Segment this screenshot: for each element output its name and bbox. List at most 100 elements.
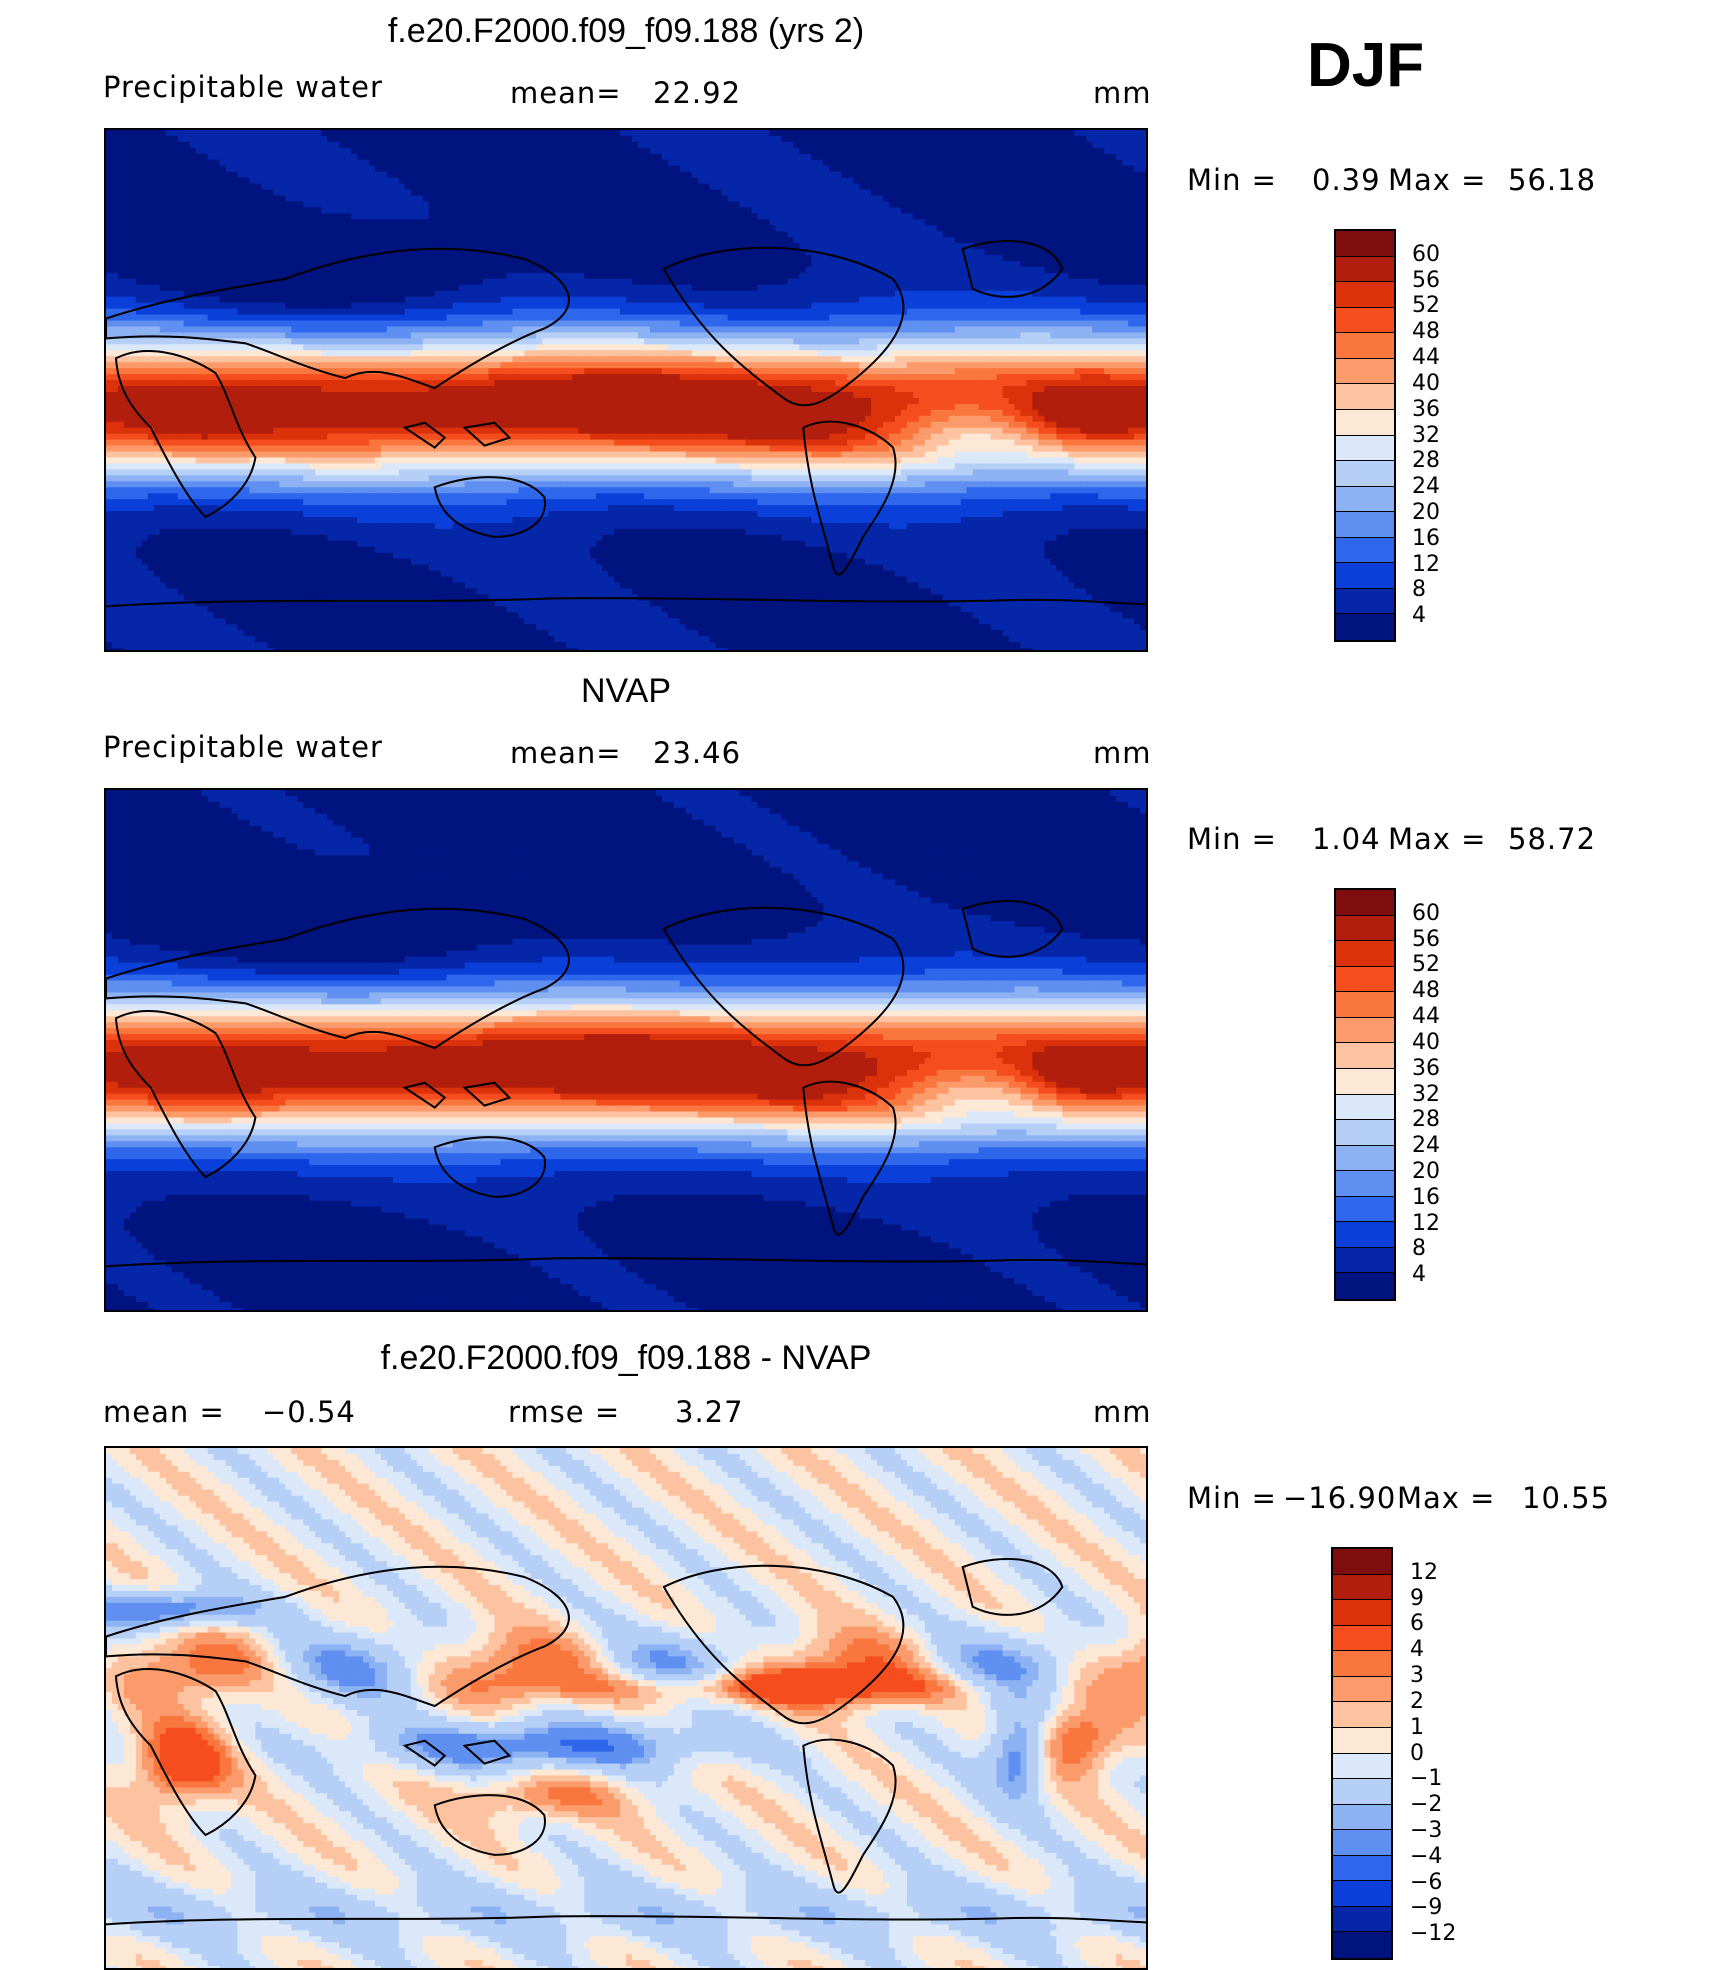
colorbar-segment [1336, 461, 1394, 487]
colorbar-tick-label: 16 [1412, 526, 1440, 551]
panel-1-units: mm [1093, 76, 1152, 110]
colorbar-segment [1333, 1856, 1391, 1882]
colorbar-tick-label: 56 [1412, 268, 1440, 293]
panel-3-max-value: 10.55 [1522, 1481, 1610, 1515]
colorbar-tick-label: 36 [1412, 397, 1440, 422]
colorbar-segment [1336, 436, 1394, 462]
panel-1-title: f.e20.F2000.f09_f09.188 (yrs 2) [104, 12, 1148, 51]
colorbar-segment [1336, 1146, 1394, 1172]
colorbar-segment [1336, 1248, 1394, 1274]
colorbar-segment [1336, 1018, 1394, 1044]
panel-3-max-label: Max = [1397, 1481, 1495, 1515]
colorbar-segment [1333, 1932, 1391, 1958]
colorbar-segment [1336, 941, 1394, 967]
colorbar-tick-label: −2 [1410, 1792, 1442, 1817]
colorbar-segment [1336, 308, 1394, 334]
colorbar-segment [1336, 992, 1394, 1018]
colorbar-segment [1333, 1907, 1391, 1933]
colorbar-tick-label: 40 [1412, 1030, 1440, 1055]
colorbar-tick-label: 9 [1410, 1586, 1424, 1611]
colorbar-segment [1336, 282, 1394, 308]
colorbar-segment [1336, 257, 1394, 283]
colorbar-segment [1333, 1549, 1391, 1575]
colorbar-tick-label: −12 [1410, 1921, 1456, 1946]
panel-3-mean-label: mean = [103, 1395, 225, 1429]
colorbar-segment [1333, 1779, 1391, 1805]
colorbar-tick-label: 24 [1412, 1133, 1440, 1158]
colorbar-tick-label: 32 [1412, 423, 1440, 448]
panel-1-variable-label: Precipitable water [103, 70, 383, 104]
panel-2-min-value: 1.04 [1312, 822, 1381, 856]
colorbar-tick-label: 1 [1410, 1715, 1424, 1740]
colorbar-tick-label: −4 [1410, 1844, 1442, 1869]
panel-3-title: f.e20.F2000.f09_f09.188 - NVAP [104, 1339, 1148, 1378]
colorbar-tick-label: −9 [1410, 1895, 1442, 1920]
colorbar-tick-label: 8 [1412, 577, 1426, 602]
colorbar-tick-label: 6 [1410, 1611, 1424, 1636]
colorbar-tick-label: 12 [1412, 552, 1440, 577]
colorbar-tick-label: 48 [1412, 978, 1440, 1003]
panel-3-min-value: −16.90 [1283, 1481, 1396, 1515]
panel-3-map [104, 1446, 1148, 1970]
panel-2-mean-label: mean= [510, 736, 622, 770]
panel-1-max-label: Max = [1388, 163, 1486, 197]
colorbar-segment [1333, 1600, 1391, 1626]
colorbar-segment [1333, 1575, 1391, 1601]
colorbar-segment [1336, 1222, 1394, 1248]
panel-1-mean-value: 22.92 [653, 76, 741, 110]
colorbar-tick-label: 52 [1412, 952, 1440, 977]
colorbar-segment [1336, 538, 1394, 564]
colorbar-segment [1336, 1069, 1394, 1095]
panel-2-colorbar [1334, 888, 1396, 1301]
colorbar-segment [1336, 589, 1394, 615]
colorbar-segment [1336, 1171, 1394, 1197]
colorbar-segment [1333, 1677, 1391, 1703]
panel-2-max-label: Max = [1388, 822, 1486, 856]
colorbar-segment [1336, 1095, 1394, 1121]
colorbar-tick-label: 2 [1410, 1689, 1424, 1714]
colorbar-segment [1336, 231, 1394, 257]
colorbar-tick-label: 32 [1412, 1082, 1440, 1107]
panel-3-mean-value: −0.54 [262, 1395, 356, 1429]
panel-3-units: mm [1093, 1395, 1152, 1429]
panel-2-units: mm [1093, 736, 1152, 770]
panel-3-map-field [106, 1448, 1146, 1968]
colorbar-tick-label: 16 [1412, 1185, 1440, 1210]
colorbar-tick-label: 12 [1412, 1211, 1440, 1236]
panel-2-max-value: 58.72 [1508, 822, 1596, 856]
colorbar-tick-label: 36 [1412, 1056, 1440, 1081]
panel-3-rmse-value: 3.27 [675, 1395, 744, 1429]
panel-1-max-value: 56.18 [1508, 163, 1596, 197]
colorbar-segment [1333, 1728, 1391, 1754]
colorbar-segment [1333, 1754, 1391, 1780]
colorbar-tick-label: 44 [1412, 345, 1440, 370]
colorbar-segment [1336, 890, 1394, 916]
colorbar-tick-label: −3 [1410, 1818, 1442, 1843]
colorbar-segment [1336, 512, 1394, 538]
panel-3-min-label: Min = [1187, 1481, 1277, 1515]
colorbar-segment [1336, 967, 1394, 993]
colorbar-tick-label: 20 [1412, 1159, 1440, 1184]
colorbar-segment [1336, 563, 1394, 589]
colorbar-tick-label: 12 [1410, 1560, 1438, 1585]
colorbar-tick-label: 60 [1412, 242, 1440, 267]
panel-1-map [104, 128, 1148, 652]
colorbar-tick-label: 4 [1412, 1262, 1426, 1287]
colorbar-tick-label: 48 [1412, 319, 1440, 344]
colorbar-tick-label: 4 [1412, 603, 1426, 628]
colorbar-segment [1336, 614, 1394, 640]
colorbar-tick-label: 24 [1412, 474, 1440, 499]
colorbar-tick-label: 8 [1412, 1236, 1426, 1261]
colorbar-tick-label: 0 [1410, 1741, 1424, 1766]
colorbar-segment [1333, 1626, 1391, 1652]
colorbar-segment [1336, 384, 1394, 410]
panel-2-variable-label: Precipitable water [103, 730, 383, 764]
colorbar-tick-label: −6 [1410, 1870, 1442, 1895]
colorbar-tick-label: 44 [1412, 1004, 1440, 1029]
panel-2-map [104, 788, 1148, 1312]
colorbar-segment [1336, 487, 1394, 513]
colorbar-segment [1333, 1651, 1391, 1677]
colorbar-tick-label: 3 [1410, 1663, 1424, 1688]
colorbar-tick-label: 20 [1412, 500, 1440, 525]
colorbar-tick-label: 60 [1412, 901, 1440, 926]
